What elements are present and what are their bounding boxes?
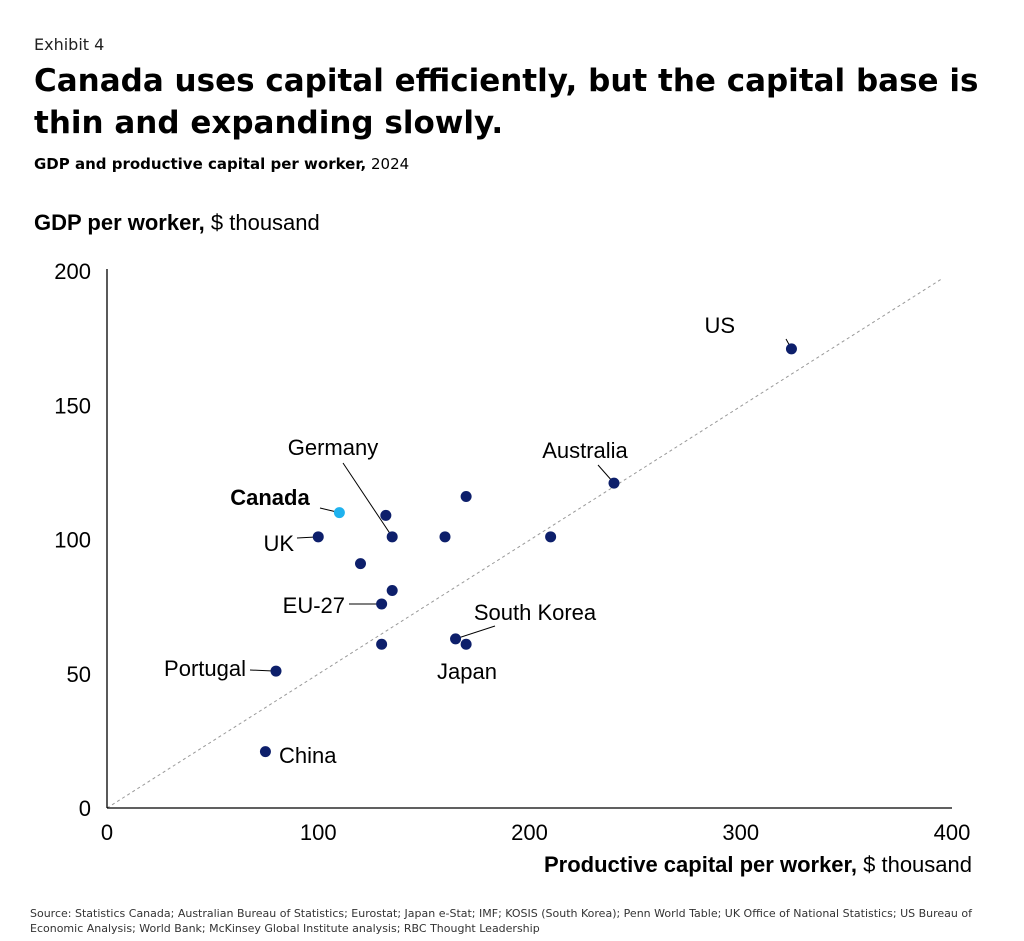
- data-point: [608, 477, 620, 489]
- data-point: [380, 509, 392, 521]
- data-label: Portugal: [164, 656, 246, 681]
- data-label: UK: [263, 531, 294, 556]
- chart-subtitle: GDP and productive capital per worker, 2…: [34, 155, 409, 173]
- x-tick-label: 300: [722, 820, 759, 845]
- data-label: Germany: [288, 435, 378, 460]
- y-tick-label: 0: [79, 796, 91, 821]
- data-point: [439, 531, 451, 543]
- data-label: US: [704, 313, 735, 338]
- x-axis-label-bold: Productive capital per worker,: [544, 852, 858, 877]
- tick-labels: 0 50 100 150 200 0 100 200 300 400: [54, 259, 970, 845]
- x-tick-label: 400: [934, 820, 971, 845]
- y-tick-label: 200: [54, 259, 91, 284]
- reference-line-layer: [106, 278, 942, 809]
- data-point: [355, 558, 366, 570]
- data-point: [545, 531, 557, 543]
- x-tick-label: 0: [101, 820, 113, 845]
- x-axis-label-unit: $ thousand: [857, 852, 972, 877]
- data-point: [386, 585, 398, 597]
- data-labels: US Australia Canada Germany UK EU-27 South Kor…: [164, 313, 735, 768]
- y-axis-label-bold: GDP per worker,: [34, 210, 205, 235]
- data-label: South Korea: [474, 600, 597, 625]
- y-axis-label-unit: $ thousand: [204, 210, 320, 235]
- subtitle-bold: GDP and productive capital per worker,: [34, 155, 367, 173]
- data-label: Canada: [230, 485, 310, 510]
- label-leader-line: [342, 462, 393, 538]
- data-point: [259, 746, 271, 758]
- data-point: [460, 491, 472, 503]
- data-point: [376, 638, 388, 650]
- highlight-point: [333, 507, 345, 519]
- y-axis-label: GDP per worker, $ thousand: [34, 210, 320, 236]
- y-tick-label: 150: [54, 393, 91, 418]
- y-tick-label: 100: [54, 528, 91, 553]
- data-point: [312, 531, 324, 543]
- data-point: [460, 638, 472, 650]
- y-tick-label: 50: [67, 662, 91, 687]
- data-label: EU-27: [283, 593, 345, 618]
- data-points: [259, 343, 797, 758]
- x-tick-label: 200: [511, 820, 548, 845]
- x-axis-label: Productive capital per worker, $ thousan…: [544, 852, 972, 878]
- data-point: [270, 665, 282, 677]
- chart-title: Canada uses capital efficiently, but the…: [34, 63, 979, 141]
- data-label: Australia: [542, 438, 628, 463]
- data-label: Japan: [437, 659, 497, 684]
- data-point: [376, 598, 388, 610]
- data-point: [450, 633, 462, 645]
- label-leader-line: [455, 625, 496, 640]
- reference-line: [106, 278, 942, 809]
- data-point: [386, 531, 398, 543]
- subtitle-year: 2024: [366, 155, 410, 173]
- source-note: Source: Statistics Canada; Australian Bu…: [30, 907, 972, 935]
- data-label: China: [279, 743, 337, 768]
- x-tick-label: 100: [300, 820, 337, 845]
- exhibit-number: Exhibit 4: [34, 35, 105, 54]
- axes: [106, 269, 952, 809]
- data-point: [785, 343, 797, 355]
